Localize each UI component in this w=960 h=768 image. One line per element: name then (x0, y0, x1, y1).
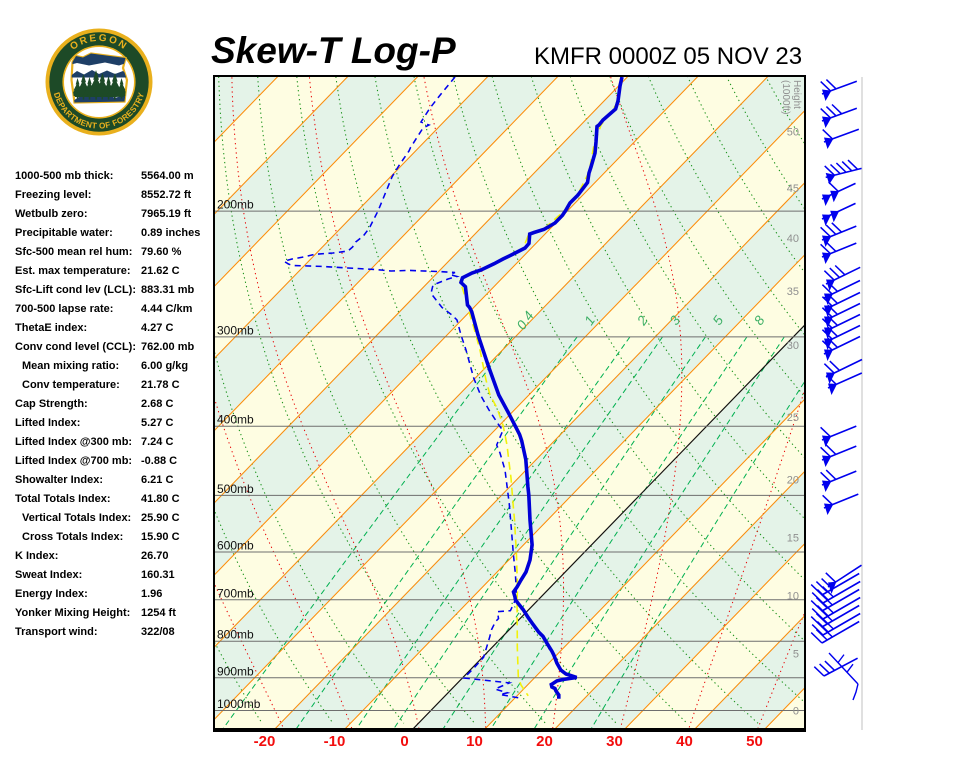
svg-text:300mb: 300mb (217, 323, 254, 337)
svg-text:30: 30 (606, 733, 623, 750)
svg-text:700mb: 700mb (217, 586, 254, 600)
svg-text:50: 50 (746, 733, 763, 750)
svg-text:40: 40 (676, 733, 693, 750)
svg-text:20: 20 (536, 733, 553, 750)
svg-text:20: 20 (787, 475, 799, 487)
svg-text:50: 50 (787, 127, 799, 139)
svg-text:25: 25 (787, 412, 799, 424)
svg-text:10: 10 (466, 733, 483, 750)
svg-text:-20: -20 (254, 733, 276, 750)
svg-text:0: 0 (400, 733, 408, 750)
svg-text:0: 0 (793, 706, 799, 718)
svg-text:35: 35 (787, 286, 799, 298)
svg-text:1000mb: 1000mb (217, 697, 261, 711)
svg-text:45: 45 (787, 183, 799, 195)
svg-text:500mb: 500mb (217, 482, 254, 496)
svg-text:10: 10 (787, 591, 799, 603)
svg-text:-10: -10 (324, 733, 346, 750)
svg-text:400mb: 400mb (217, 413, 254, 427)
svg-text:800mb: 800mb (217, 628, 254, 642)
svg-text:Height: Height (791, 80, 802, 109)
svg-text:900mb: 900mb (217, 664, 254, 678)
svg-text:40: 40 (787, 233, 799, 245)
svg-text:30: 30 (787, 340, 799, 352)
svg-text:5: 5 (793, 649, 799, 661)
svg-text:600mb: 600mb (217, 539, 254, 553)
svg-text:200mb: 200mb (217, 198, 254, 212)
svg-text:15: 15 (787, 533, 799, 545)
svg-text:(1000ft): (1000ft) (780, 80, 791, 114)
